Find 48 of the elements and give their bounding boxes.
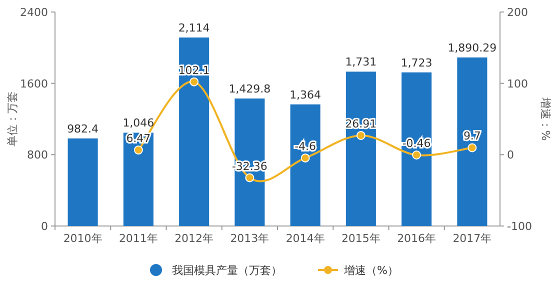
point	[356, 130, 366, 140]
point	[412, 150, 422, 160]
data-label: -0.46	[402, 136, 431, 150]
data-label: 26.91	[345, 117, 377, 130]
data-label: 2,114	[178, 22, 210, 34]
legend-label: 我国模具产量（万套）	[172, 264, 282, 277]
y-tick-label: 0	[41, 220, 48, 233]
y2-tick-label: 0	[507, 148, 514, 162]
bar	[179, 38, 210, 226]
bar	[290, 104, 320, 226]
x-tick-label: 2013年	[230, 232, 270, 245]
point	[190, 77, 199, 86]
data-label: 1,364	[290, 88, 322, 102]
point	[468, 143, 477, 152]
x-tick-label: 2014年	[286, 232, 325, 245]
data-label: 1,723	[400, 56, 432, 70]
data-label: 9.7	[463, 130, 481, 143]
data-label: 102.1	[178, 64, 210, 77]
bar	[234, 98, 265, 226]
bar	[346, 72, 376, 226]
data-label: 1,429.8	[228, 82, 271, 96]
y2-tick-label: -100	[507, 220, 532, 233]
bar	[457, 57, 488, 226]
x-tick-label: 2017年	[452, 232, 492, 245]
x-tick-label: 2016年	[397, 232, 436, 245]
y-tick-label: 1600	[20, 77, 48, 90]
y-tick-label: 800	[27, 148, 48, 162]
bar	[123, 132, 154, 226]
point	[245, 173, 254, 182]
y-axis-title: 单位：万套	[6, 92, 19, 146]
data-label: -4.6	[294, 140, 316, 153]
y2-tick-label: 200	[507, 6, 528, 19]
point	[134, 146, 143, 155]
x-tick-label: 2011年	[118, 232, 158, 245]
y2-axis-title: 增速：%	[539, 96, 552, 141]
bar	[402, 72, 432, 226]
data-label: 1,046	[122, 116, 154, 130]
x-tick-label: 2012年	[174, 232, 214, 245]
point	[300, 153, 310, 162]
x-tick-label: 2015年	[341, 232, 380, 245]
data-label: 1,731	[345, 56, 377, 69]
data-label: 1,890.29	[448, 41, 497, 54]
y2-tick-label: 100	[507, 77, 528, 90]
y-tick-label: 2400	[20, 6, 48, 19]
x-tick-label: 2010年	[63, 232, 102, 245]
data-label: 982.4	[67, 122, 99, 136]
bar	[68, 138, 98, 226]
legend-label: 增速（%）	[343, 264, 398, 277]
